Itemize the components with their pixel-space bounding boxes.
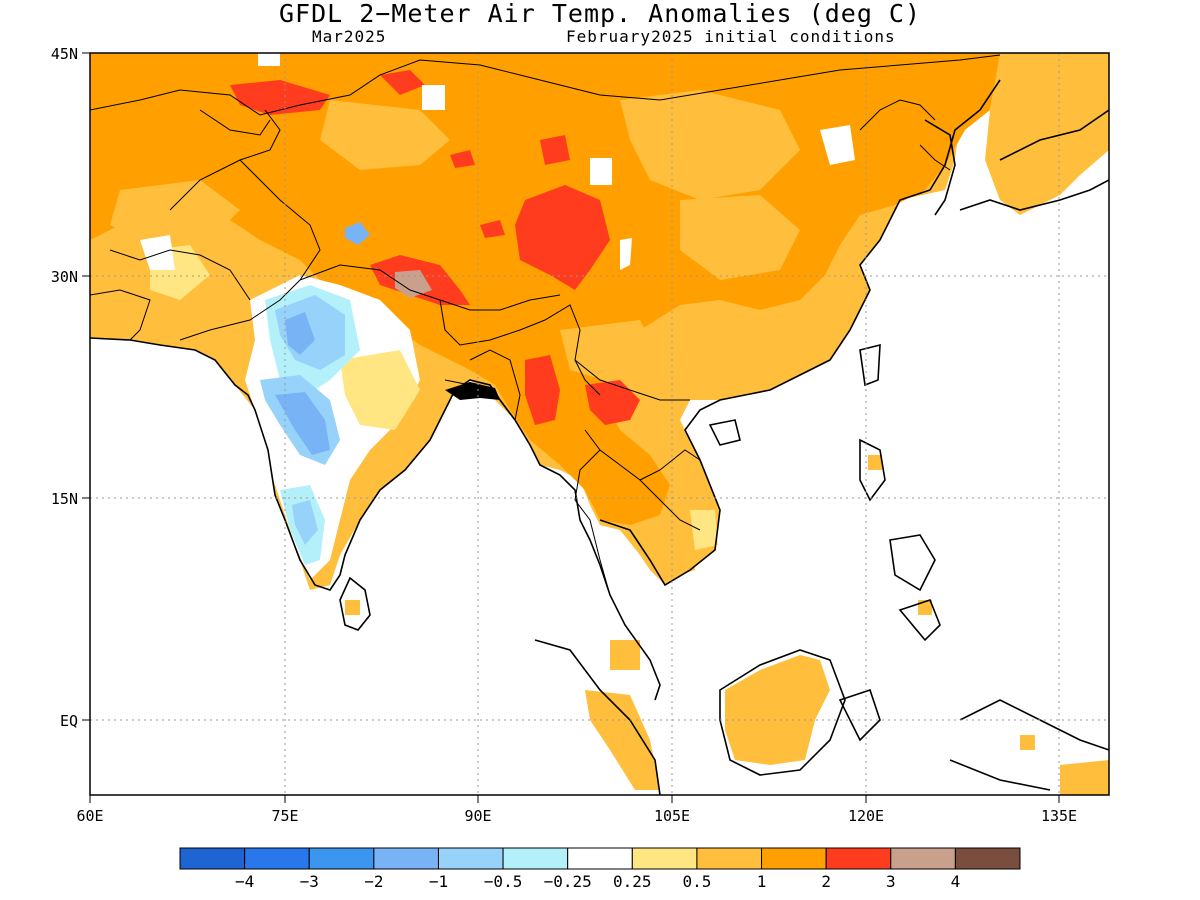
colorbar-swatch — [890, 847, 956, 870]
anomaly-white-cell-1 — [422, 85, 445, 110]
lon-label-60E: 60E — [76, 807, 103, 825]
lat-label-15N: 15N — [51, 490, 78, 508]
colorbar-swatch — [437, 847, 504, 870]
colorbar-label: −0.25 — [544, 872, 592, 891]
lon-label-75E: 75E — [271, 807, 298, 825]
grid-lines — [90, 53, 1109, 795]
colorbar-label: −2 — [364, 872, 383, 891]
anomaly-patch-light-3 — [680, 195, 800, 280]
anomaly-vietnam-south — [690, 510, 718, 550]
anomaly-hotspot-qinghai — [450, 150, 475, 168]
colorbar-label: −0.5 — [484, 872, 523, 891]
lon-label-135E: 135E — [1041, 807, 1077, 825]
anomaly-patch-light-2 — [320, 100, 450, 170]
anomaly-white-cell-3 — [258, 53, 280, 66]
india-cool-central-strong — [275, 392, 330, 455]
colorbar-swatch — [696, 847, 763, 870]
colorbar-label: 0.25 — [613, 872, 652, 891]
lon-label-120E: 120E — [848, 807, 884, 825]
colorbar-swatch — [761, 847, 827, 870]
anomaly-borneo — [725, 655, 830, 765]
anomaly-white-cell-5 — [140, 235, 175, 270]
colorbar-swatch — [631, 847, 698, 870]
anomaly-blue-spot — [345, 222, 370, 245]
anomaly-luzon — [868, 455, 882, 470]
lon-label-105E: 105E — [654, 807, 690, 825]
anomaly-mindanao — [918, 600, 932, 615]
anomaly-hotspot-mongolia — [380, 70, 425, 95]
anomaly-sulawesi — [1020, 735, 1035, 750]
lat-label-30N: 30N — [51, 268, 78, 286]
anomaly-white-patch — [620, 238, 632, 270]
anomaly-peak-himalaya — [395, 270, 432, 298]
colorbar-swatch — [308, 847, 375, 870]
colorbar-swatch — [954, 847, 1021, 870]
lon-label-90E: 90E — [464, 807, 491, 825]
anomaly-patch-light-1 — [620, 90, 800, 200]
coastlines — [90, 79, 1109, 795]
colorbar: −4 −3 −2 −1 −0.5 −0.25 0.25 0.5 1 2 3 4 — [179, 847, 1021, 891]
colorbar-label: 3 — [886, 872, 896, 891]
anomaly-hotspot-laos — [585, 380, 640, 425]
colorbar-swatch — [179, 847, 246, 870]
lat-label-45N: 45N — [51, 45, 78, 63]
axis-ticks — [82, 52, 1060, 803]
colorbar-label: −1 — [429, 872, 448, 891]
anomaly-hotspot-tibet-west — [480, 220, 505, 238]
anomaly-white-cell-2 — [590, 158, 612, 185]
india-weak-warm — [340, 350, 420, 430]
anomaly-sumatra-2 — [585, 690, 660, 790]
anomaly-sri-lanka — [345, 600, 360, 615]
map-plot — [90, 53, 1109, 795]
anomaly-patch-light-5 — [560, 320, 660, 385]
bangladesh-coast — [445, 382, 500, 400]
colorbar-label: −4 — [235, 872, 254, 891]
anomaly-patch-light-4 — [110, 180, 240, 245]
anomaly-hotspot-gansu — [540, 135, 570, 165]
lat-label-EQ: EQ — [60, 712, 78, 730]
colorbar-swatch — [825, 847, 892, 870]
anomaly-new-guinea — [1060, 760, 1109, 795]
colorbar-label: 4 — [951, 872, 961, 891]
india-cool-strong — [285, 312, 315, 355]
forecast-month: Mar2025 — [312, 27, 387, 46]
map-frame — [89, 52, 1110, 796]
country-borders — [90, 54, 1001, 596]
colorbar-swatch — [567, 847, 633, 870]
colorbar-label: −3 — [300, 872, 319, 891]
initial-conditions: February2025 initial conditions — [566, 27, 896, 46]
korea-japan-land — [985, 53, 1109, 215]
india-cool-south-moderate — [292, 500, 318, 545]
colorbar-swatch — [373, 847, 439, 870]
colorbar-swatch — [502, 847, 569, 870]
anomaly-hotspot-altai — [230, 80, 330, 115]
anomaly-hotspot-myanmar — [525, 355, 560, 425]
colorbar-label: 1 — [757, 872, 767, 891]
anomaly-hotspot-tibet — [515, 185, 610, 290]
anomaly-white-cell-4 — [820, 125, 855, 165]
anomaly-sumatra-1 — [610, 640, 640, 670]
colorbar-label: 2 — [821, 872, 831, 891]
colorbar-label: 0.5 — [682, 872, 711, 891]
colorbar-swatch — [244, 847, 310, 870]
map-title: GFDL 2−Meter Air Temp. Anomalies (deg C) — [278, 0, 922, 28]
